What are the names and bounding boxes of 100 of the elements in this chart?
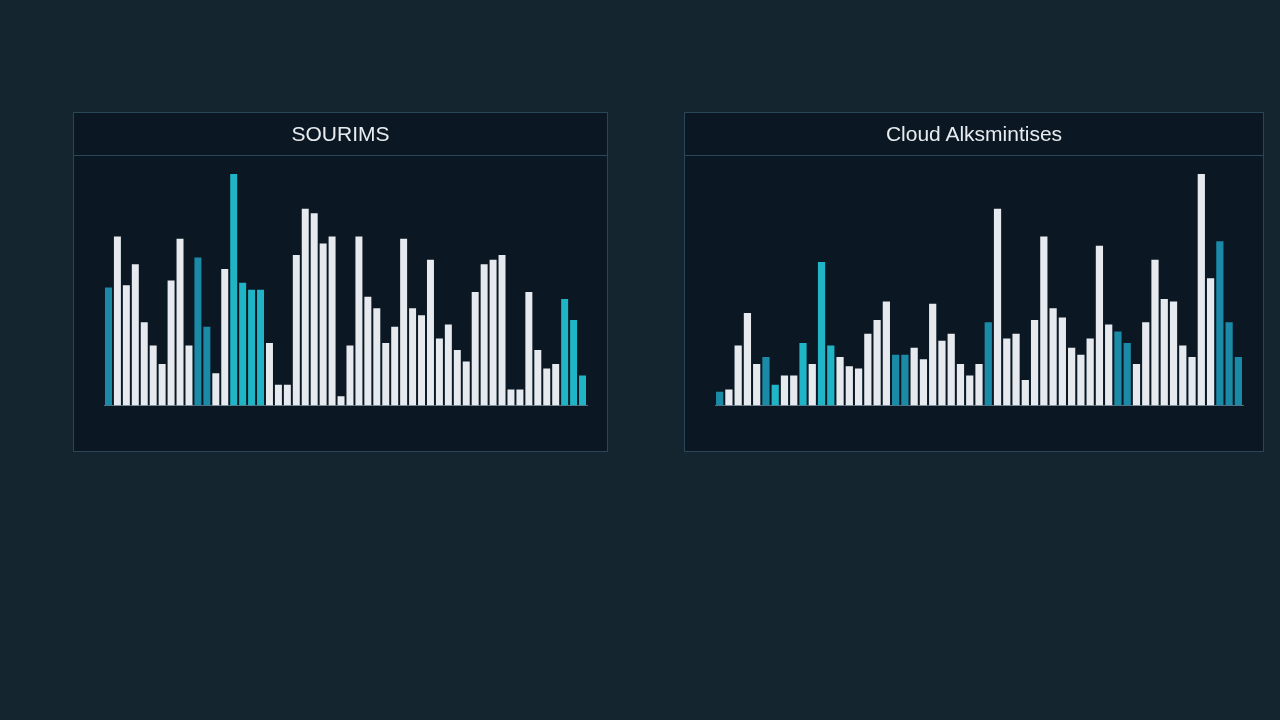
- bar: [355, 236, 363, 406]
- bar: [489, 259, 497, 406]
- bar: [543, 368, 551, 406]
- bar: [1160, 299, 1168, 406]
- bar: [1105, 324, 1113, 406]
- bar: [579, 375, 587, 406]
- bar: [525, 292, 533, 406]
- bar: [882, 301, 890, 406]
- bar: [167, 280, 175, 406]
- bar: [827, 345, 835, 406]
- bar: [790, 375, 798, 406]
- bar: [1234, 356, 1242, 406]
- bar: [984, 322, 992, 406]
- bar: [158, 363, 166, 406]
- bar: [919, 359, 928, 406]
- bar: [257, 289, 265, 406]
- bar: [1179, 345, 1187, 406]
- bar: [426, 259, 434, 406]
- bar: [966, 375, 974, 406]
- bar: [975, 363, 983, 406]
- bar: [1206, 278, 1215, 406]
- bar: [462, 361, 470, 406]
- bar: [104, 287, 112, 406]
- bar: [716, 391, 724, 406]
- bar: [140, 322, 148, 406]
- bar: [194, 257, 202, 406]
- bar: [561, 299, 569, 406]
- bar: [221, 268, 229, 406]
- bar: [1095, 245, 1104, 406]
- bar: [1197, 174, 1205, 406]
- bar: [1086, 338, 1094, 406]
- bar: [1049, 308, 1057, 406]
- bar: [1058, 317, 1066, 406]
- bar: [248, 289, 256, 406]
- bar: [1142, 322, 1150, 406]
- bar: [780, 375, 789, 406]
- bar: [283, 384, 291, 406]
- bar: [516, 389, 524, 406]
- bar: [212, 373, 220, 406]
- bar: [1151, 259, 1159, 406]
- bar: [1188, 356, 1196, 406]
- bar: [230, 174, 238, 406]
- bar: [131, 264, 139, 406]
- bar: [203, 326, 211, 406]
- bar: [762, 356, 770, 406]
- bar: [1021, 380, 1029, 406]
- bar: [901, 354, 909, 406]
- bar: [836, 356, 844, 406]
- bar: [1012, 333, 1020, 406]
- bar: [753, 363, 761, 406]
- bar: [892, 354, 900, 406]
- bar: [929, 303, 937, 406]
- bar: [113, 236, 121, 406]
- bar: [310, 213, 318, 406]
- bar: [444, 324, 452, 406]
- bar: [391, 326, 399, 406]
- bar: [734, 345, 742, 406]
- bar: [993, 208, 1002, 406]
- bar: [534, 350, 542, 406]
- bar: [319, 243, 327, 406]
- bar: [435, 338, 443, 406]
- bar: [771, 384, 779, 406]
- bar: [382, 343, 390, 406]
- bar: [1077, 354, 1085, 406]
- bar: [453, 350, 461, 406]
- bar: [1068, 347, 1076, 406]
- bar: [743, 312, 752, 406]
- bar: [552, 363, 560, 406]
- bar: [1225, 322, 1233, 406]
- bar: [808, 363, 816, 406]
- bar: [873, 319, 881, 406]
- bar: [817, 262, 826, 406]
- bar: [471, 292, 479, 406]
- bar: [799, 343, 807, 406]
- bar: [1114, 331, 1122, 406]
- bar: [1003, 338, 1011, 406]
- bar: [845, 366, 853, 406]
- chart-title: Cloud Alksmintises: [685, 113, 1263, 156]
- bar: [725, 389, 733, 406]
- bar: [149, 345, 157, 406]
- bar: [570, 319, 578, 406]
- bar: [1123, 343, 1131, 406]
- bar: [1040, 236, 1048, 406]
- bar: [947, 333, 955, 406]
- bar: [956, 363, 965, 406]
- bar: [265, 343, 273, 406]
- bar: [1132, 363, 1141, 406]
- bar: [328, 236, 336, 406]
- bar: [364, 296, 372, 406]
- bar: [301, 208, 309, 406]
- bar: [400, 238, 408, 406]
- bar: [854, 368, 863, 406]
- bar: [1169, 301, 1178, 406]
- bar: [938, 340, 946, 406]
- bar: [1216, 241, 1224, 406]
- bar: [480, 264, 488, 406]
- bar: [418, 315, 426, 406]
- bar: [239, 282, 247, 406]
- bar: [292, 255, 300, 406]
- bar: [373, 308, 381, 406]
